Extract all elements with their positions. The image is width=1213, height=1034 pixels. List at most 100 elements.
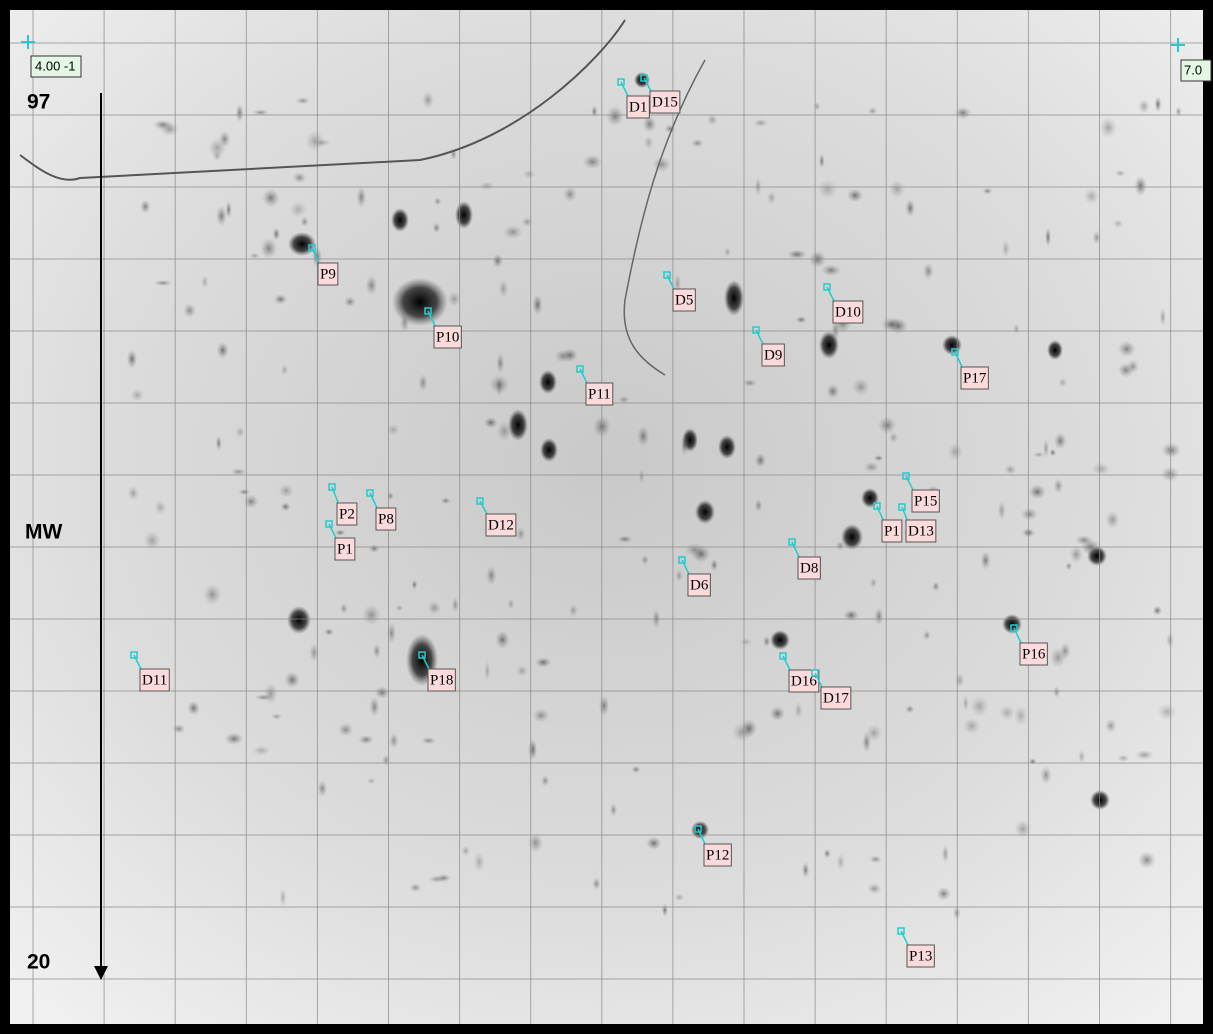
spot — [878, 416, 896, 434]
spot — [208, 137, 226, 158]
spot — [1161, 443, 1180, 458]
label-text: P2 — [339, 506, 355, 522]
spot — [691, 545, 710, 563]
spot — [674, 893, 684, 901]
spot — [492, 254, 503, 268]
spot — [836, 541, 845, 551]
spot — [646, 837, 661, 850]
spot — [821, 264, 841, 276]
spot — [400, 312, 410, 333]
spot — [923, 263, 934, 280]
spot — [724, 247, 731, 256]
spot — [324, 628, 334, 636]
spot — [1014, 706, 1028, 727]
spot — [905, 199, 915, 217]
spot — [981, 551, 991, 570]
label-text: P8 — [378, 511, 394, 527]
spot — [1070, 545, 1083, 563]
spot — [528, 833, 544, 853]
spot — [528, 741, 538, 762]
spot — [1054, 432, 1067, 449]
spot — [369, 544, 380, 552]
spot — [160, 122, 180, 136]
spot — [1161, 466, 1179, 481]
spot — [427, 601, 441, 615]
spot — [1058, 378, 1067, 388]
spot — [317, 780, 327, 797]
spot — [1084, 188, 1100, 205]
spot — [262, 188, 280, 207]
spot — [568, 604, 578, 617]
label-text: D15 — [652, 94, 678, 110]
spot — [870, 578, 877, 588]
spot — [230, 468, 247, 475]
spot — [942, 845, 949, 864]
spot — [948, 443, 964, 461]
spot — [130, 388, 144, 401]
spot — [836, 853, 845, 871]
spot — [770, 706, 785, 721]
spot — [796, 316, 807, 323]
spot — [1013, 323, 1019, 334]
spot — [433, 223, 441, 234]
body: {"ph_labels":{"left":"4.00 -1","right":"… — [0, 0, 1213, 1034]
spot — [128, 486, 139, 501]
spot — [767, 191, 777, 205]
spot — [183, 303, 196, 318]
spot — [1053, 686, 1060, 698]
spot — [962, 695, 969, 711]
spot — [260, 238, 277, 259]
spot — [889, 432, 898, 443]
spot — [868, 107, 877, 115]
spot — [739, 638, 752, 645]
spot — [675, 570, 683, 582]
spot — [599, 695, 610, 716]
spot — [905, 705, 914, 713]
spot — [1065, 562, 1072, 571]
spot — [541, 775, 549, 787]
spot — [369, 696, 379, 717]
spot — [216, 436, 222, 451]
spot — [662, 903, 668, 916]
spot — [710, 559, 718, 571]
spot — [982, 187, 992, 194]
spot — [455, 201, 473, 229]
spot — [1134, 176, 1147, 196]
label-text: D13 — [908, 523, 934, 539]
ph-right: 7.0 — [1184, 62, 1202, 77]
spot — [540, 438, 558, 462]
spot — [448, 291, 461, 306]
label-text: P16 — [1022, 646, 1046, 662]
spot — [239, 489, 251, 495]
spot — [503, 225, 523, 239]
spot — [313, 139, 331, 147]
spot — [695, 500, 715, 524]
spot — [264, 683, 278, 704]
spot — [1004, 464, 1016, 474]
spot — [516, 665, 528, 677]
spot — [591, 105, 597, 118]
spot — [770, 630, 790, 650]
spot — [356, 186, 366, 208]
spot — [653, 157, 671, 172]
spot — [249, 252, 259, 259]
gel-image: 4.00 -1 7.0 97 MW 20 D1D15P9D5D10P10D9P1… — [0, 0, 1213, 1034]
spot — [340, 603, 348, 614]
spot — [955, 673, 965, 688]
label-text: D9 — [764, 347, 782, 363]
spot — [201, 275, 209, 289]
spot — [592, 877, 601, 890]
spot — [226, 201, 232, 219]
spot — [881, 318, 901, 332]
spot — [763, 636, 771, 648]
spot — [523, 169, 536, 179]
spot — [869, 856, 882, 864]
spot — [507, 598, 514, 610]
spot — [563, 348, 578, 362]
spot — [140, 200, 151, 214]
spot — [243, 495, 258, 509]
spot — [862, 731, 871, 753]
spot — [1138, 851, 1156, 869]
spot — [691, 139, 703, 148]
spot — [1029, 758, 1036, 764]
